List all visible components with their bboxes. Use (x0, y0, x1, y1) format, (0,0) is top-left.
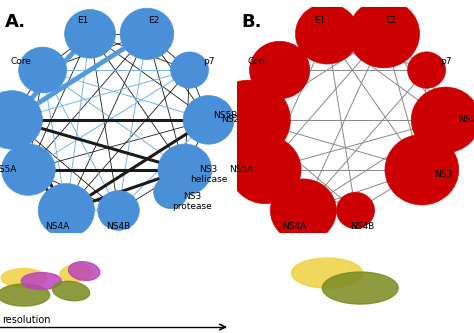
Text: p7: p7 (203, 57, 214, 66)
Text: NS3
helicase: NS3 helicase (190, 165, 227, 184)
Circle shape (270, 179, 337, 242)
Text: Core: Core (11, 57, 32, 66)
Circle shape (411, 87, 474, 153)
Circle shape (0, 284, 50, 306)
Text: E1: E1 (314, 16, 326, 25)
Circle shape (18, 47, 67, 93)
Circle shape (408, 52, 446, 88)
Text: E2: E2 (148, 16, 160, 25)
Text: resolution: resolution (2, 315, 51, 325)
Text: NS4B: NS4B (106, 222, 131, 231)
Text: E1: E1 (77, 16, 89, 25)
Text: p7: p7 (440, 57, 451, 66)
Text: NS4B: NS4B (350, 222, 375, 231)
Text: B.: B. (242, 13, 262, 31)
Circle shape (154, 176, 188, 208)
Text: NS3
protease: NS3 protease (172, 192, 212, 211)
Circle shape (98, 190, 139, 230)
Circle shape (0, 91, 42, 149)
Circle shape (292, 258, 363, 288)
Circle shape (207, 80, 291, 160)
Text: NS2: NS2 (458, 115, 474, 125)
Circle shape (171, 52, 209, 88)
Text: NS2: NS2 (221, 115, 239, 125)
Circle shape (158, 144, 212, 195)
Circle shape (21, 272, 62, 289)
Circle shape (322, 272, 398, 304)
Circle shape (295, 4, 359, 64)
Circle shape (385, 135, 459, 205)
Circle shape (337, 192, 374, 229)
Ellipse shape (68, 262, 100, 280)
Text: NS4A: NS4A (282, 222, 306, 231)
Circle shape (38, 183, 94, 237)
Text: A.: A. (5, 13, 26, 31)
Text: Core: Core (248, 57, 269, 66)
Circle shape (249, 41, 310, 99)
Text: E2: E2 (385, 16, 397, 25)
Circle shape (1, 144, 55, 195)
Circle shape (64, 10, 116, 58)
Text: NS4A: NS4A (45, 222, 69, 231)
Circle shape (230, 136, 301, 204)
Circle shape (348, 0, 419, 68)
Circle shape (120, 8, 174, 60)
Text: NS3: NS3 (434, 170, 452, 179)
Text: NS5B: NS5B (213, 111, 237, 120)
Ellipse shape (53, 281, 90, 301)
Text: NS5A: NS5A (229, 165, 254, 174)
Text: NS5A: NS5A (0, 165, 17, 174)
Circle shape (183, 96, 234, 144)
Circle shape (1, 268, 46, 287)
Ellipse shape (60, 264, 91, 282)
